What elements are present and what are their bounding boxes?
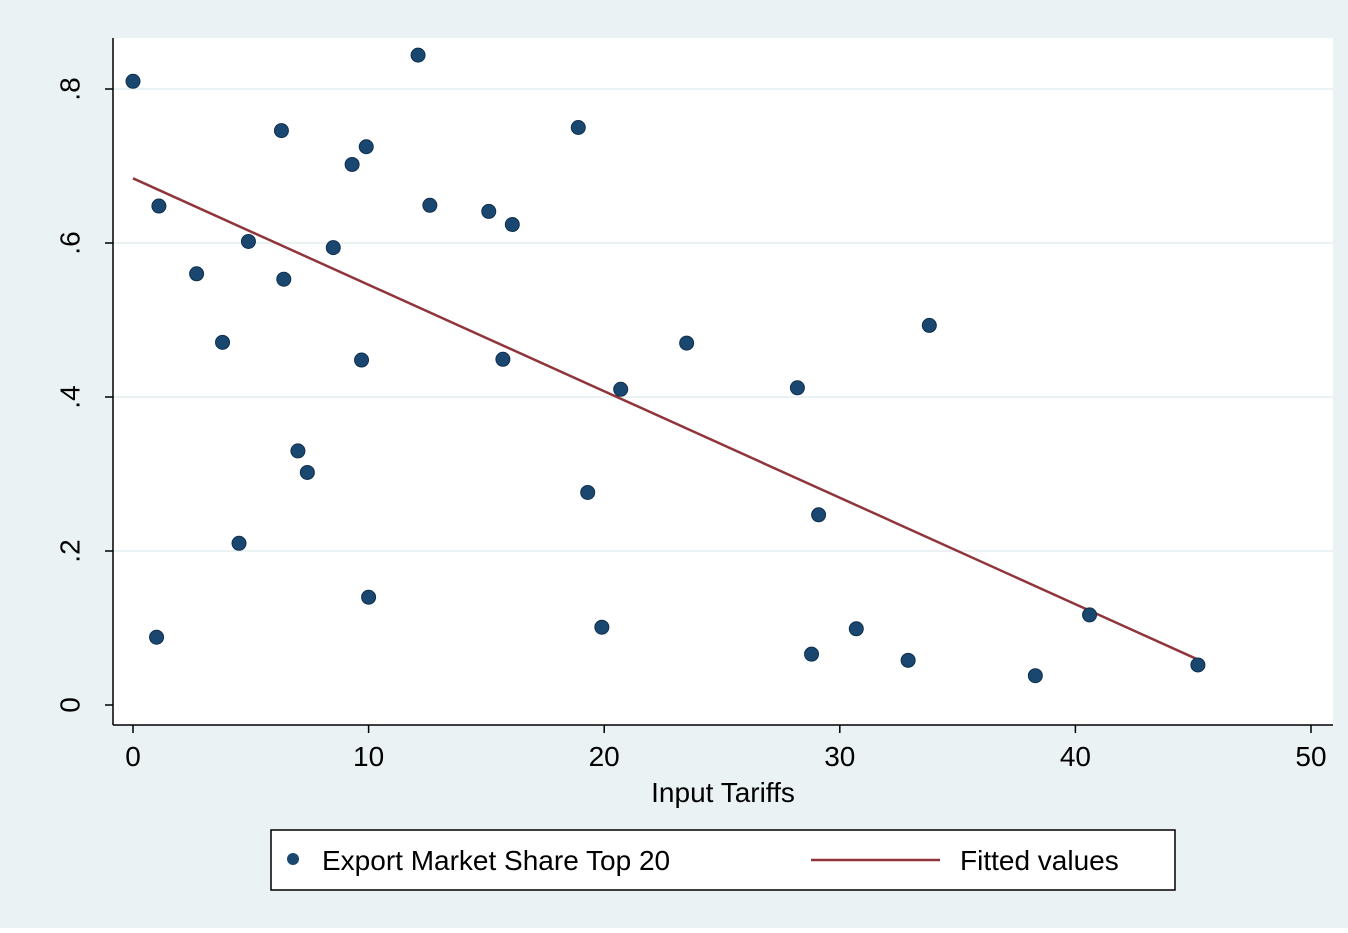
data-point-1 — [149, 629, 165, 645]
y-axis-ticks: 0 .2 .4 .6 .8 — [55, 77, 113, 713]
data-point-26 — [789, 380, 805, 396]
data-point-7 — [273, 123, 289, 139]
y-tick-label-0: 0 — [55, 697, 86, 713]
data-point-28 — [811, 507, 827, 523]
data-point-32 — [1027, 668, 1043, 684]
data-point-16 — [410, 47, 426, 63]
x-tick-label-0: 0 — [125, 741, 141, 772]
data-point-22 — [580, 484, 596, 500]
data-point-5 — [231, 535, 247, 551]
y-tick-label-2: .4 — [55, 385, 86, 408]
x-axis-ticks: 0 10 20 30 40 50 — [125, 725, 1327, 772]
data-point-23 — [594, 619, 610, 635]
data-point-17 — [422, 197, 438, 213]
data-point-20 — [504, 217, 520, 233]
data-point-18 — [481, 203, 497, 219]
plot-area — [113, 38, 1333, 725]
data-point-13 — [354, 352, 370, 368]
x-tick-label-1: 10 — [353, 741, 384, 772]
data-point-29 — [848, 621, 864, 637]
fitted-line-group — [132, 177, 1199, 661]
data-point-15 — [361, 589, 377, 605]
legend-label-scatter: Export Market Share Top 20 — [322, 845, 670, 876]
legend-box — [270, 829, 1176, 891]
data-point-34 — [1190, 657, 1206, 673]
legend: Export Market Share Top 20 Fitted values — [270, 829, 1176, 891]
data-point-2 — [151, 198, 167, 214]
data-point-33 — [1082, 607, 1098, 623]
x-tick-label-4: 40 — [1060, 741, 1091, 772]
y-tick-label-1: .2 — [55, 539, 86, 562]
fitted-line — [132, 177, 1199, 661]
gridlines — [113, 88, 1333, 552]
data-point-4 — [215, 334, 231, 350]
data-point-11 — [325, 240, 341, 256]
data-point-6 — [240, 233, 256, 249]
legend-marker-scatter — [287, 853, 299, 865]
y-tick-label-3: .6 — [55, 231, 86, 254]
data-point-27 — [804, 646, 820, 662]
axes — [112, 38, 1333, 726]
x-tick-label-2: 20 — [589, 741, 620, 772]
data-point-25 — [679, 335, 695, 351]
y-tick-label-4: .8 — [55, 77, 86, 100]
scatter-points — [125, 47, 1206, 684]
data-point-8 — [276, 271, 292, 287]
data-point-24 — [613, 381, 629, 397]
data-point-30 — [900, 652, 916, 668]
data-point-3 — [189, 266, 205, 282]
x-tick-label-5: 50 — [1295, 741, 1326, 772]
data-point-10 — [299, 464, 315, 480]
x-tick-label-3: 30 — [824, 741, 855, 772]
data-point-9 — [290, 443, 306, 459]
data-point-12 — [344, 156, 360, 172]
data-point-14 — [358, 139, 374, 155]
data-point-19 — [495, 351, 511, 367]
x-axis-label: Input Tariffs — [651, 777, 795, 808]
data-point-21 — [570, 120, 586, 135]
data-point-31 — [921, 317, 937, 333]
data-point-0 — [125, 73, 141, 89]
legend-label-fitted: Fitted values — [960, 845, 1119, 876]
